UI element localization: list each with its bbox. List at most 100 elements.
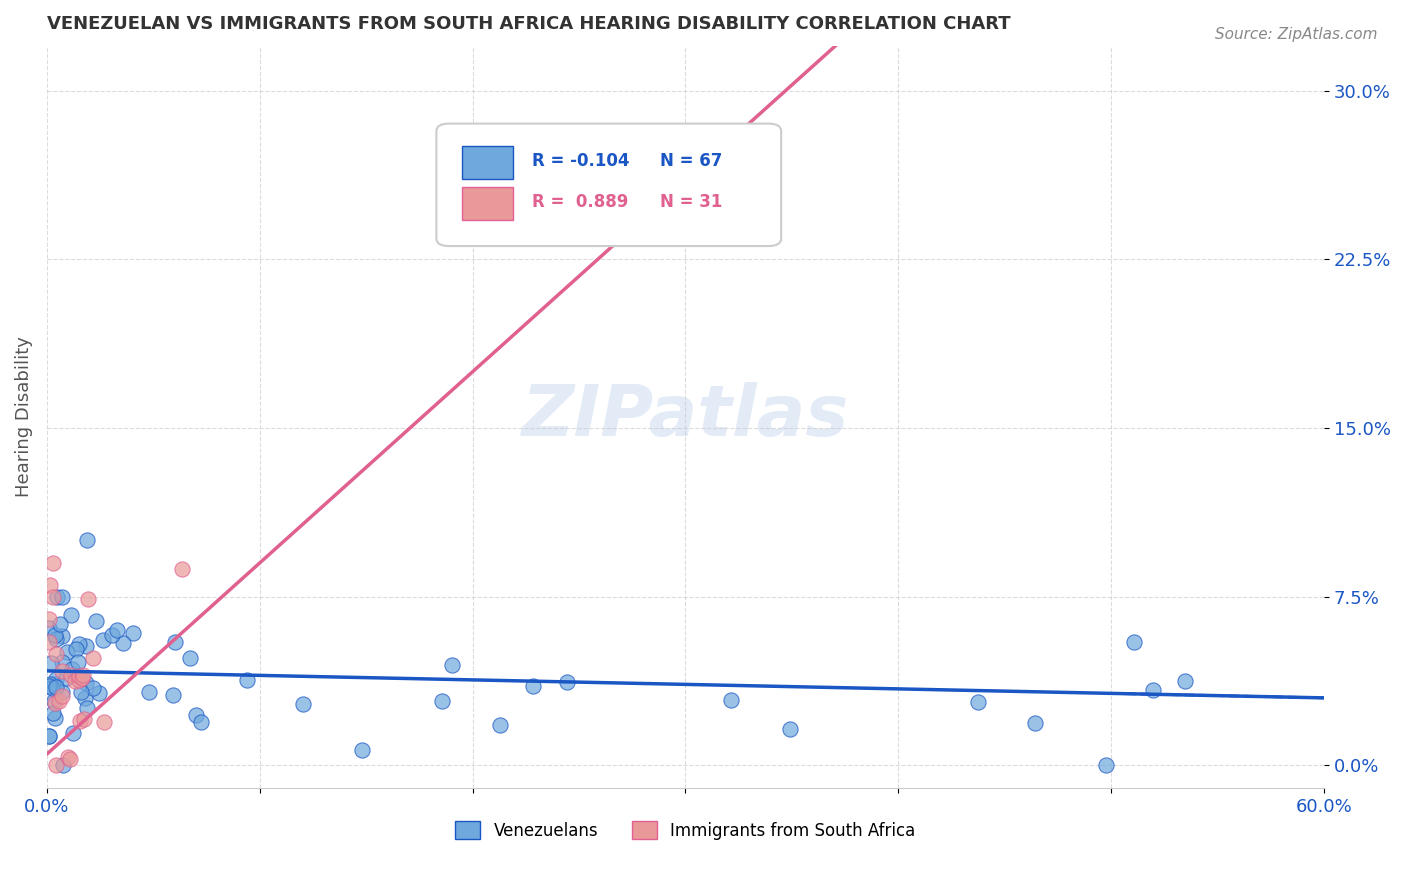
Legend: Venezuelans, Immigrants from South Africa: Venezuelans, Immigrants from South Afric… (449, 814, 922, 847)
FancyBboxPatch shape (436, 124, 782, 246)
Point (51, 655, 73, 669)
Point (60, 668, 83, 682)
Point (45, 758, 67, 772)
Point (42, 677, 65, 691)
Point (41, 681, 63, 695)
Point (75, 690, 97, 705)
Text: Source: ZipAtlas.com: Source: ZipAtlas.com (1215, 27, 1378, 42)
Point (56, 645, 79, 659)
Point (45, 647, 67, 661)
Point (67, 669, 90, 683)
Point (163, 635, 186, 649)
Point (65, 674, 87, 689)
Point (38, 677, 60, 691)
Point (51, 664, 73, 678)
Point (42, 694, 65, 708)
Point (101, 627, 124, 641)
Text: N = 67: N = 67 (659, 153, 723, 170)
Point (1094, 758, 1116, 772)
Point (60, 662, 83, 676)
Point (779, 723, 801, 737)
Point (555, 675, 578, 690)
Point (522, 678, 544, 692)
Point (38, 634, 60, 648)
Point (77, 592, 100, 607)
Point (67, 673, 90, 688)
Point (138, 685, 160, 699)
Point (44, 628, 66, 642)
Point (59, 608, 82, 623)
Text: ZIPatlas: ZIPatlas (522, 383, 849, 451)
Point (72, 667, 94, 681)
Point (38, 612, 60, 626)
Point (1174, 674, 1197, 689)
Point (62, 726, 84, 740)
Point (46, 590, 69, 604)
Point (91, 633, 114, 648)
Point (82, 651, 104, 665)
Point (67, 637, 90, 651)
Point (38, 730, 60, 744)
Text: VENEZUELAN VS IMMIGRANTS FROM SOUTH AFRICA HEARING DISABILITY CORRELATION CHART: VENEZUELAN VS IMMIGRANTS FROM SOUTH AFRI… (46, 15, 1011, 33)
Point (75, 676, 97, 690)
Point (121, 625, 143, 640)
Point (488, 718, 510, 732)
Text: R =  0.889: R = 0.889 (531, 194, 628, 211)
Point (51, 629, 73, 643)
Point (696, 151, 718, 165)
Point (184, 707, 207, 722)
Point (69, 685, 91, 699)
Point (236, 673, 259, 688)
Point (55, 671, 77, 685)
Point (82, 681, 104, 696)
Point (51, 689, 73, 703)
Point (430, 694, 453, 708)
Point (967, 695, 990, 709)
Point (1142, 683, 1164, 698)
Point (58, 749, 80, 764)
Point (720, 693, 742, 707)
Point (84, 614, 107, 628)
Point (44, 696, 66, 710)
Point (72, 671, 94, 685)
Point (52, 758, 75, 772)
Point (42, 706, 65, 720)
Bar (463, 186, 513, 220)
Point (51, 685, 73, 699)
Point (75, 639, 97, 653)
Point (67, 655, 90, 669)
Bar (463, 146, 513, 179)
Point (179, 651, 201, 665)
Point (38, 729, 60, 743)
Point (76, 533, 98, 547)
Point (111, 636, 134, 650)
Point (65, 641, 87, 656)
Point (93, 715, 115, 730)
Point (292, 697, 315, 711)
Point (48, 694, 70, 708)
Point (350, 743, 373, 757)
Point (162, 689, 184, 703)
Point (44, 710, 66, 724)
Point (42, 556, 65, 570)
Point (51, 590, 73, 604)
Point (1024, 715, 1046, 730)
Point (76, 701, 98, 715)
Point (89, 686, 111, 700)
Point (59, 752, 82, 766)
Point (190, 714, 212, 729)
Point (45, 632, 67, 646)
Point (42, 590, 65, 604)
Point (38, 578, 60, 592)
Text: R = -0.104: R = -0.104 (531, 153, 630, 170)
Point (44, 672, 66, 686)
Point (69, 714, 91, 729)
Y-axis label: Hearing Disability: Hearing Disability (15, 336, 32, 497)
Point (1123, 634, 1146, 648)
Text: N = 31: N = 31 (659, 194, 723, 211)
Point (105, 623, 128, 637)
Point (38, 621, 60, 635)
Point (39, 656, 62, 670)
Point (73, 712, 96, 726)
Point (45, 680, 67, 694)
